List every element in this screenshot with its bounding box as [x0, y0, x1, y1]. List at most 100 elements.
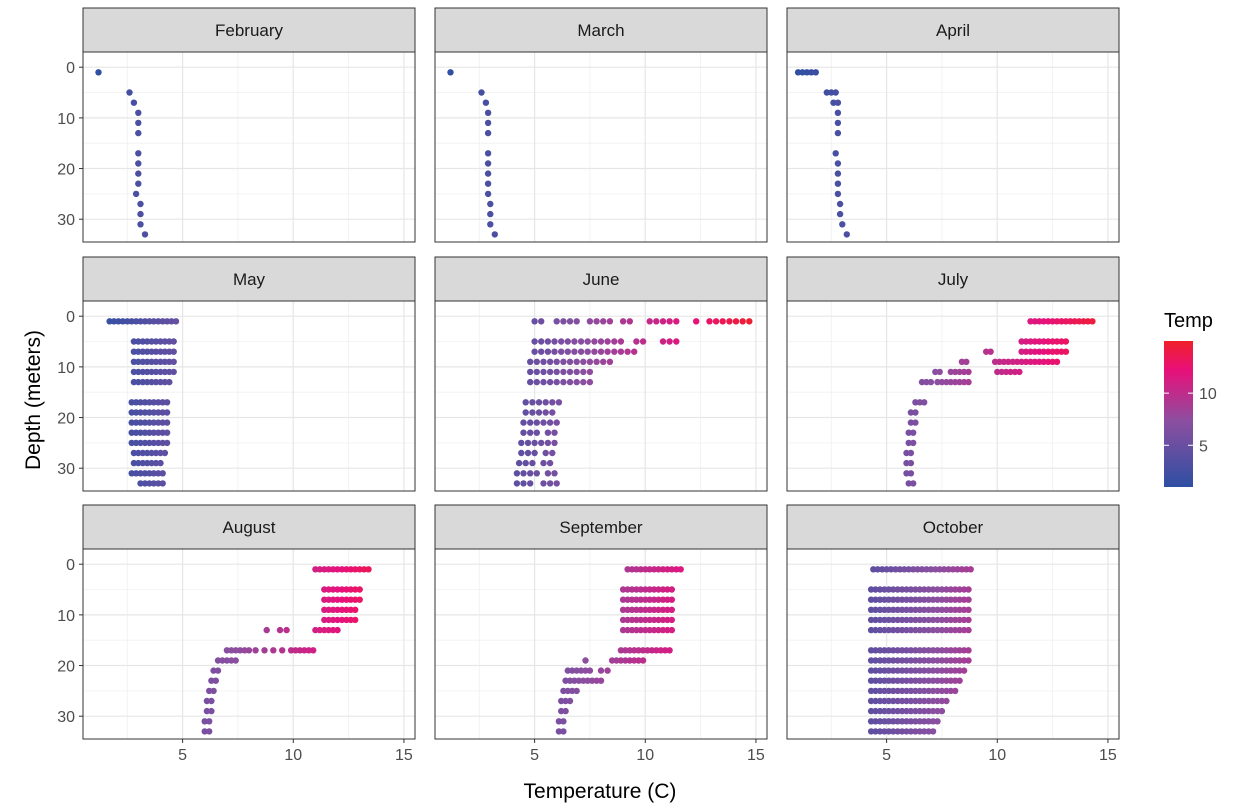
- data-point: [558, 348, 565, 355]
- data-point: [938, 586, 946, 593]
- data-point: [150, 419, 157, 426]
- y-tick-label: 20: [57, 162, 75, 179]
- data-point: [617, 338, 625, 345]
- data-point: [872, 718, 879, 725]
- data-point: [356, 566, 363, 573]
- panel-border: [434, 300, 768, 492]
- data-point: [546, 378, 554, 386]
- data-point: [960, 657, 968, 664]
- data-point: [876, 677, 884, 684]
- data-point: [921, 606, 928, 613]
- data-point: [540, 368, 547, 376]
- data-point: [936, 368, 943, 376]
- data-point: [1058, 348, 1065, 355]
- data-point: [925, 657, 932, 664]
- data-point: [929, 616, 937, 624]
- data-point: [553, 318, 560, 325]
- data-point: [1089, 318, 1096, 325]
- data-point: [1071, 318, 1078, 325]
- data-point: [659, 626, 667, 634]
- data-point: [960, 586, 968, 593]
- data-point: [560, 318, 567, 325]
- data-point: [155, 399, 162, 406]
- data-point: [586, 318, 594, 325]
- data-point: [912, 399, 919, 406]
- data-point: [573, 378, 580, 386]
- data-point: [128, 429, 135, 436]
- data-point: [130, 338, 138, 345]
- data-point: [166, 348, 173, 355]
- x-axis-title: Temperature (C): [524, 780, 677, 803]
- data-point: [146, 318, 153, 325]
- data-point: [135, 170, 142, 177]
- data-point: [619, 616, 627, 624]
- facet-strip-label: May: [233, 270, 266, 289]
- data-point: [538, 348, 545, 355]
- data-point: [929, 667, 937, 674]
- data-point: [208, 707, 215, 715]
- data-point: [898, 647, 906, 654]
- data-point: [159, 318, 166, 325]
- panel-border: [82, 51, 416, 243]
- data-point: [546, 480, 554, 487]
- data-point: [927, 566, 935, 573]
- data-point: [571, 677, 578, 684]
- data-point: [584, 677, 591, 684]
- data-point: [1040, 358, 1047, 365]
- data-point: [907, 419, 915, 426]
- data-point: [141, 419, 149, 426]
- data-point: [560, 368, 567, 376]
- data-point: [159, 470, 166, 477]
- y-tick-label: 10: [57, 111, 75, 128]
- data-point: [338, 596, 346, 603]
- data-point: [155, 470, 162, 477]
- data-point: [965, 657, 972, 664]
- data-point: [571, 348, 578, 355]
- data-point: [558, 338, 565, 345]
- data-point: [983, 348, 990, 355]
- data-point: [642, 596, 649, 603]
- facet-panel: August 0 10 20 30 5 10 15: [57, 504, 416, 764]
- panel-border: [786, 51, 1120, 243]
- data-point: [646, 616, 653, 624]
- data-point: [321, 586, 328, 593]
- data-point: [832, 150, 839, 157]
- data-point: [947, 596, 954, 603]
- data-point: [929, 697, 937, 705]
- data-point: [907, 707, 915, 715]
- data-point: [626, 647, 633, 654]
- data-point: [890, 626, 897, 634]
- data-point: [938, 667, 946, 674]
- data-point: [952, 626, 959, 634]
- data-point: [947, 606, 954, 613]
- data-point: [128, 399, 135, 406]
- data-point: [1062, 338, 1070, 345]
- data-point: [132, 429, 140, 436]
- data-point: [916, 596, 923, 603]
- data-point: [168, 318, 175, 325]
- data-point: [947, 667, 954, 674]
- data-point: [157, 358, 164, 365]
- data-point: [223, 657, 231, 664]
- data-point: [867, 596, 875, 603]
- data-point: [484, 180, 492, 187]
- data-point: [834, 109, 842, 117]
- data-point: [139, 348, 146, 355]
- data-point: [929, 687, 937, 695]
- data-point: [110, 318, 118, 325]
- data-point: [588, 677, 596, 684]
- data-point: [527, 419, 534, 426]
- data-point: [261, 647, 268, 654]
- data-point: [890, 616, 897, 624]
- data-point: [876, 667, 884, 674]
- panel-border: [786, 300, 1120, 492]
- data-point: [910, 566, 917, 573]
- data-point: [659, 566, 667, 573]
- data-point: [159, 480, 166, 487]
- data-point: [566, 378, 574, 386]
- data-point: [624, 616, 631, 624]
- data-point: [533, 419, 540, 426]
- data-point: [912, 687, 919, 695]
- data-point: [898, 697, 906, 705]
- data-point: [907, 687, 915, 695]
